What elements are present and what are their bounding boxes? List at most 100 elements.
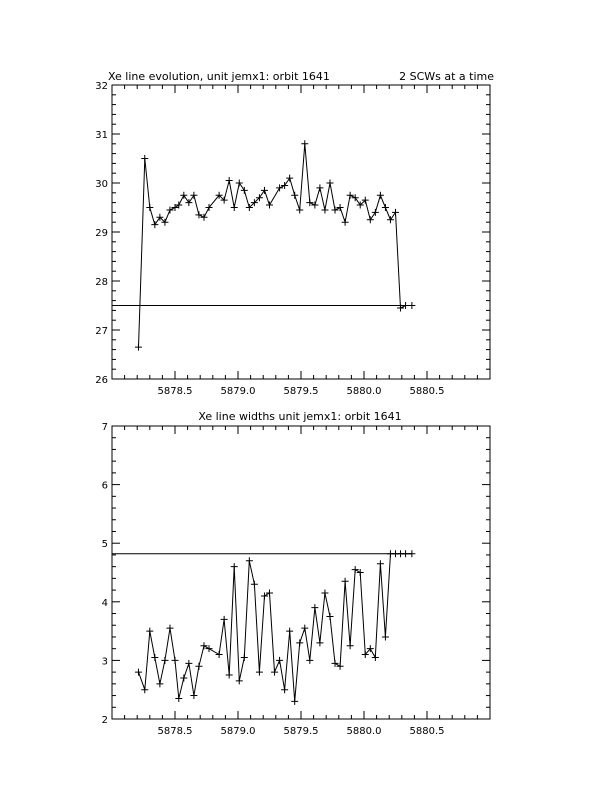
data-point [205, 645, 213, 653]
y-tick-label: 5 [102, 539, 108, 550]
chart-title: Xe line widths unit jemx1: orbit 1641 [198, 410, 401, 423]
x-tick-label: 5878.5 [158, 386, 193, 397]
data-point [161, 218, 169, 226]
data-point [156, 213, 164, 221]
data-point [361, 651, 369, 659]
data-point [351, 194, 359, 202]
y-tick-label: 7 [102, 422, 108, 433]
data-point [346, 642, 354, 650]
data-point [381, 204, 389, 211]
data-point [250, 580, 258, 588]
data-point [255, 668, 263, 676]
data-point [195, 662, 203, 670]
data-point [286, 627, 294, 635]
y-tick-label: 30 [95, 179, 108, 190]
y-tick-label: 28 [95, 277, 108, 288]
series-line [138, 553, 412, 702]
data-point [316, 184, 324, 192]
data-point [321, 589, 329, 597]
data-point [341, 218, 349, 226]
data-point [245, 557, 253, 565]
data-point [195, 211, 203, 219]
data-point [366, 216, 374, 224]
data-point [296, 639, 304, 647]
data-point [316, 639, 324, 647]
data-point [271, 668, 279, 676]
data-point [286, 174, 294, 182]
data-point [281, 686, 289, 694]
data-point [235, 179, 243, 187]
data-point [281, 181, 289, 189]
data-point [326, 612, 334, 620]
x-tick-label: 5879.0 [221, 726, 256, 737]
data-point [146, 204, 154, 211]
data-point [331, 659, 339, 667]
data-point [151, 653, 159, 661]
data-point [230, 204, 238, 211]
data-point [190, 692, 198, 700]
data-point [166, 624, 174, 632]
y-tick-label: 2 [102, 715, 108, 726]
series-line [138, 143, 412, 348]
data-point [260, 592, 268, 600]
data-point [371, 208, 379, 216]
data-point [341, 577, 349, 585]
data-point [356, 569, 364, 576]
data-point [301, 140, 309, 148]
data-point [185, 659, 193, 667]
data-point [376, 560, 384, 568]
data-point [240, 653, 248, 661]
data-point [296, 206, 304, 214]
data-point [331, 206, 339, 214]
x-tick-label: 5880.0 [347, 386, 382, 397]
data-point [346, 191, 354, 199]
data-point [311, 604, 319, 612]
data-point [180, 674, 188, 682]
data-point [336, 204, 344, 211]
data-point [356, 201, 364, 209]
data-point [402, 302, 410, 309]
data-point [408, 302, 416, 309]
x-tick-label: 5880.0 [347, 726, 382, 737]
data-point [215, 651, 223, 659]
data-point [141, 686, 149, 694]
data-point [306, 199, 314, 207]
data-point [376, 191, 384, 199]
plot-frame [111, 84, 491, 380]
data-point [381, 633, 389, 641]
data-point [326, 179, 334, 187]
data-point [166, 206, 174, 214]
x-tick-label: 5879.5 [284, 386, 319, 397]
data-point [291, 191, 299, 199]
data-point [321, 206, 329, 214]
data-point [276, 184, 284, 192]
y-tick-label: 31 [95, 130, 108, 141]
data-point [225, 177, 233, 185]
data-point [190, 191, 198, 199]
data-point [215, 191, 223, 199]
data-point [141, 155, 149, 162]
data-point [205, 204, 213, 211]
data-point [200, 213, 208, 221]
data-point [171, 204, 179, 211]
xe-line-widths-panel: Xe line widths unit jemx1: orbit 1641 58… [102, 410, 491, 737]
data-point [134, 343, 142, 351]
data-point [200, 642, 208, 650]
data-point [156, 680, 164, 688]
data-point [151, 221, 159, 229]
data-point [134, 668, 142, 676]
chart-subtitle: 2 SCWs at a time [399, 70, 494, 83]
data-point [386, 216, 394, 224]
data-point [161, 656, 169, 664]
data-point [366, 645, 374, 653]
data-point [245, 204, 253, 211]
data-point [402, 550, 410, 558]
data-point [260, 186, 268, 194]
data-point [230, 563, 238, 571]
data-point [225, 671, 233, 679]
data-point [397, 304, 405, 312]
x-tick-label: 5878.5 [158, 726, 193, 737]
data-point [235, 677, 243, 685]
y-tick-label: 3 [102, 656, 108, 667]
